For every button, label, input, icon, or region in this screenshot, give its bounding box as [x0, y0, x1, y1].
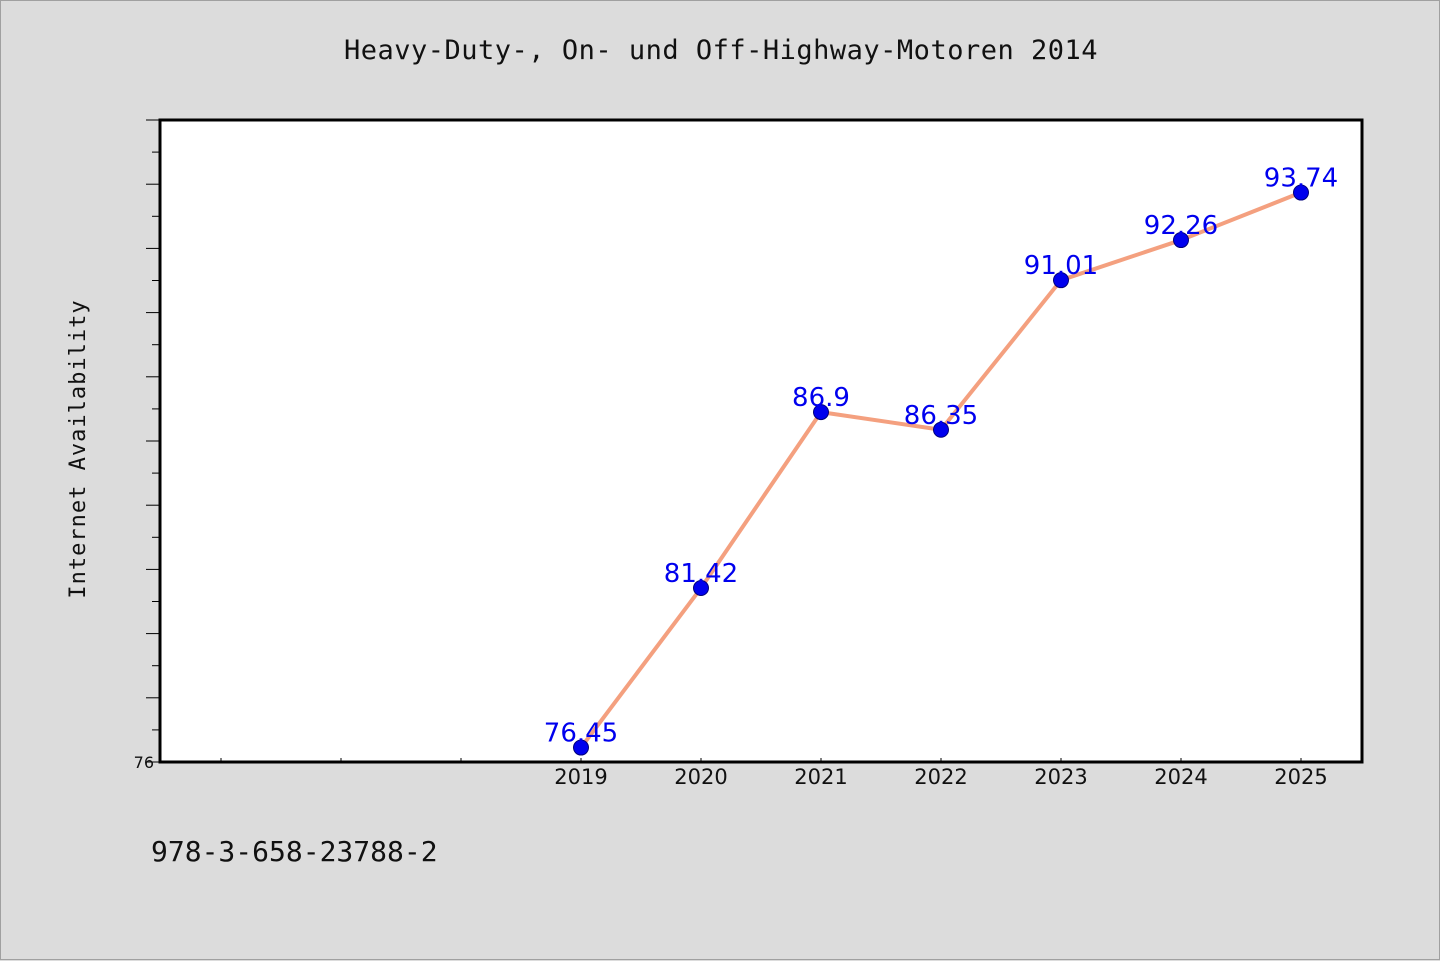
data-label: 76.45 — [544, 719, 618, 749]
x-tick-label: 2019 — [554, 765, 607, 789]
data-label: 86.9 — [792, 383, 850, 413]
x-tick-label: 2023 — [1034, 765, 1087, 789]
y-tick-label: 76 — [134, 753, 154, 772]
data-point — [573, 739, 589, 756]
plot-area — [158, 118, 1364, 764]
data-point — [933, 421, 949, 438]
x-tick-label: 2022 — [914, 765, 967, 789]
data-label: 86.35 — [904, 401, 978, 431]
data-point — [1173, 232, 1189, 249]
data-label: 92.26 — [1144, 211, 1218, 241]
data-label: 91.01 — [1024, 251, 1098, 281]
x-tick-label: 2025 — [1274, 765, 1327, 789]
data-point — [693, 580, 709, 597]
x-tick-label: 2020 — [674, 765, 727, 789]
data-point — [813, 404, 829, 421]
y-axis-label: Internet Availability — [66, 299, 91, 598]
data-label: 93.74 — [1264, 164, 1338, 194]
data-point — [1293, 184, 1309, 201]
x-tick-label: 2021 — [794, 765, 847, 789]
chart-title: Heavy-Duty-, On- und Off-Highway-Motoren… — [344, 35, 1098, 66]
data-point — [1053, 272, 1069, 289]
x-tick-label: 2024 — [1154, 765, 1207, 789]
isbn-footer: 978-3-658-23788-2 — [151, 835, 438, 868]
data-label: 81.42 — [664, 559, 738, 589]
